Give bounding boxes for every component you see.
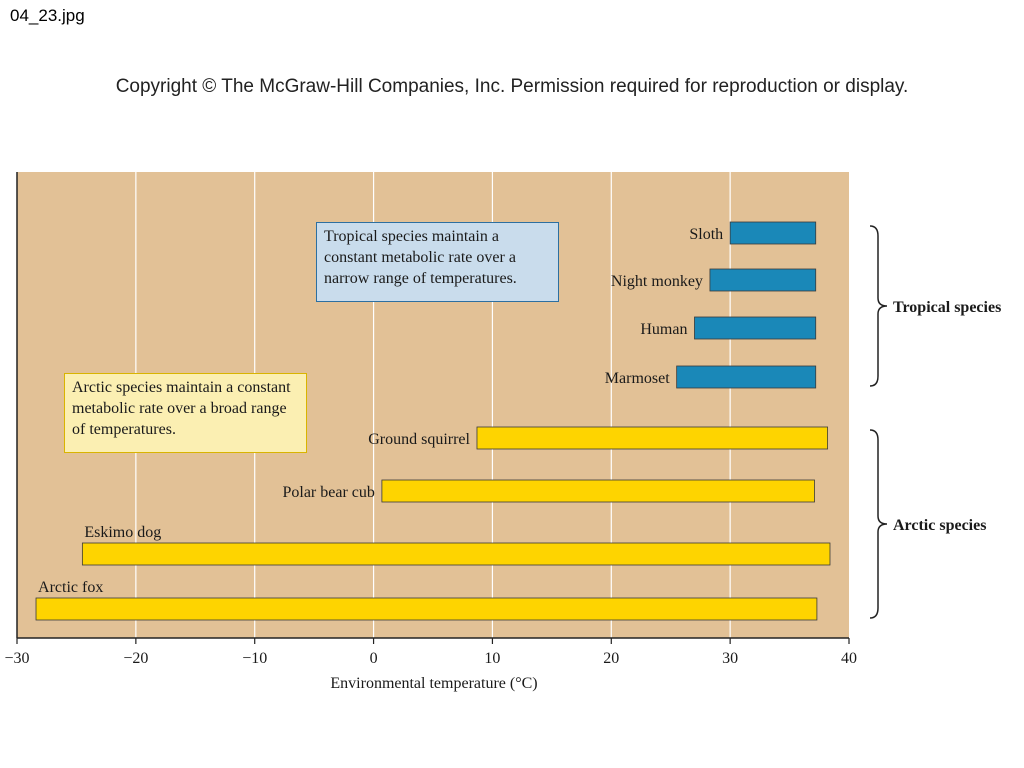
file-label: 04_23.jpg [10,6,85,25]
species-label: Night monkey [611,273,703,290]
bar-ground-squirrel [476,426,829,450]
x-tick-label: 20 [603,650,619,667]
species-label: Marmoset [605,370,670,387]
bar-eskimo-dog [81,542,831,566]
x-tick-label: −30 [4,650,29,667]
group-brackets: Tropical species Arctic species [869,225,1001,619]
copyright-notice: Copyright © The McGraw-Hill Companies, I… [115,76,909,97]
species-label: Eskimo dog [84,524,161,541]
species-labels: Sloth Night monkey Human Marmoset Ground squ… [38,226,723,596]
group-bracket [869,429,888,619]
species-label: Polar bear cub [282,484,374,501]
x-tick-label: −20 [123,650,148,667]
x-tick-label: 40 [841,650,857,667]
species-label: Sloth [689,226,723,243]
x-tick-label: 10 [484,650,500,667]
group-label: Arctic species [893,517,986,534]
species-label: Arctic fox [38,579,103,596]
bar-polar-bear-cub [381,479,815,503]
group-bracket [869,225,888,387]
bar-human [694,316,817,340]
x-tick-label: 0 [370,650,378,667]
bar-marmoset [676,365,817,389]
tropical-annotation: Tropical species maintain a constant met… [316,222,559,302]
group-label: Tropical species [893,299,1001,316]
species-label: Human [640,321,687,338]
bar-arctic-fox [35,597,818,621]
bar-sloth [729,221,817,245]
arctic-annotation: Arctic species maintain a constant metab… [64,373,307,453]
x-tick-label: −10 [242,650,267,667]
x-axis-ticks: −30 −20 −10 0 10 20 30 40 [4,638,857,667]
bars [35,221,831,621]
x-tick-label: 30 [722,650,738,667]
species-label: Ground squirrel [368,431,470,448]
x-axis-label: Environmental temperature (°C) [330,675,537,692]
bar-night-monkey [709,268,817,292]
